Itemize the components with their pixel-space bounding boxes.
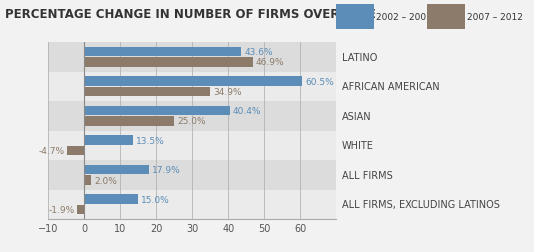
Bar [84, 48, 241, 57]
Text: ALL FIRMS, EXCLUDING LATINOS: ALL FIRMS, EXCLUDING LATINOS [342, 200, 500, 209]
Text: 2.0%: 2.0% [94, 176, 117, 185]
Text: ALL FIRMS: ALL FIRMS [342, 170, 392, 180]
Bar [84, 58, 253, 68]
Text: 2007 – 2012: 2007 – 2012 [467, 13, 523, 22]
Text: WHITE: WHITE [342, 141, 374, 151]
Bar [84, 87, 210, 97]
Bar [77, 205, 84, 214]
Bar [48, 43, 336, 72]
Text: 25.0%: 25.0% [177, 117, 206, 126]
Text: 43.6%: 43.6% [244, 48, 273, 57]
Text: 34.9%: 34.9% [213, 88, 241, 97]
Bar [48, 190, 336, 219]
Bar [48, 72, 336, 102]
Text: -1.9%: -1.9% [48, 205, 74, 214]
Bar [84, 136, 133, 145]
Bar [84, 106, 230, 116]
Text: 13.5%: 13.5% [136, 136, 164, 145]
Text: PERCENTAGE CHANGE IN NUMBER OF FIRMS OVER TIME: PERCENTAGE CHANGE IN NUMBER OF FIRMS OVE… [5, 8, 376, 20]
Bar [48, 161, 336, 190]
Text: 60.5%: 60.5% [305, 77, 334, 86]
Bar [48, 102, 336, 131]
Bar [67, 146, 84, 156]
Text: -4.7%: -4.7% [38, 146, 64, 155]
Text: 2002 – 2007: 2002 – 2007 [376, 13, 433, 22]
Text: 15.0%: 15.0% [141, 195, 170, 204]
Text: 17.9%: 17.9% [152, 166, 180, 174]
Text: ASIAN: ASIAN [342, 111, 371, 121]
Text: 46.9%: 46.9% [256, 58, 285, 67]
Text: AFRICAN AMERICAN: AFRICAN AMERICAN [342, 82, 439, 92]
Text: LATINO: LATINO [342, 53, 377, 62]
Bar [84, 195, 138, 204]
Bar [84, 77, 302, 86]
Bar [48, 131, 336, 161]
Text: 40.4%: 40.4% [233, 107, 261, 116]
Bar [84, 176, 91, 185]
Bar [84, 117, 174, 126]
Bar [84, 165, 148, 175]
